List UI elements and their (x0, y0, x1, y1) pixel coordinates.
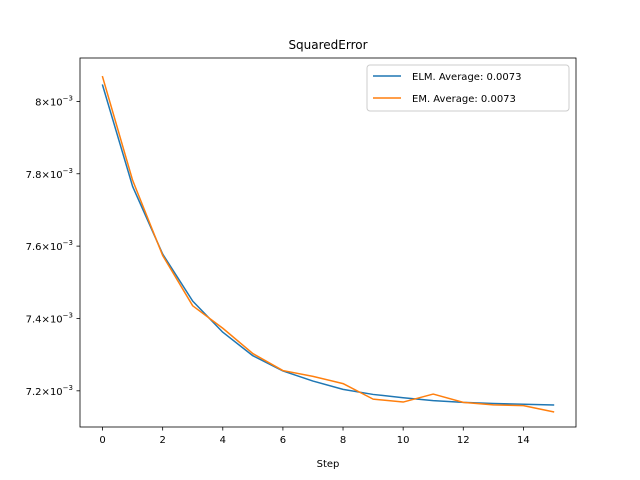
x-tick-label: 6 (280, 435, 286, 446)
y-tick-label: 7.8×10−3 (26, 167, 73, 181)
legend-box (366, 64, 570, 112)
x-tick-label: 4 (220, 435, 226, 446)
x-tick-label: 8 (340, 435, 346, 446)
x-tick-label: 0 (99, 435, 105, 446)
chart-title: SquaredError (288, 38, 367, 52)
x-axis-label: Step (317, 459, 340, 470)
series-line-1 (101, 75, 555, 413)
legend-label-0: ELM. Average: 0.0073 (412, 72, 521, 83)
x-tick-label: 2 (159, 435, 165, 446)
legend: ELM. Average: 0.0073 EM. Average: 0.0073 (366, 64, 570, 112)
axes-frame (79, 57, 577, 428)
x-tick-label: 14 (517, 435, 530, 446)
x-tick-label: 12 (457, 435, 470, 446)
y-tick-label: 7.2×10−3 (26, 384, 73, 398)
y-tick-label: 7.6×10−3 (26, 239, 73, 253)
x-tick-label: 10 (397, 435, 410, 446)
legend-label-1: EM. Average: 0.0073 (412, 94, 516, 105)
y-tick-label: 8×10−3 (35, 94, 73, 108)
y-tick-label: 7.4×10−3 (26, 311, 73, 325)
plot-area: 0 2 4 6 8 10 12 14 7.2×10−3 7.4×10−3 7.6×10−3 7.8×1… (26, 57, 577, 446)
